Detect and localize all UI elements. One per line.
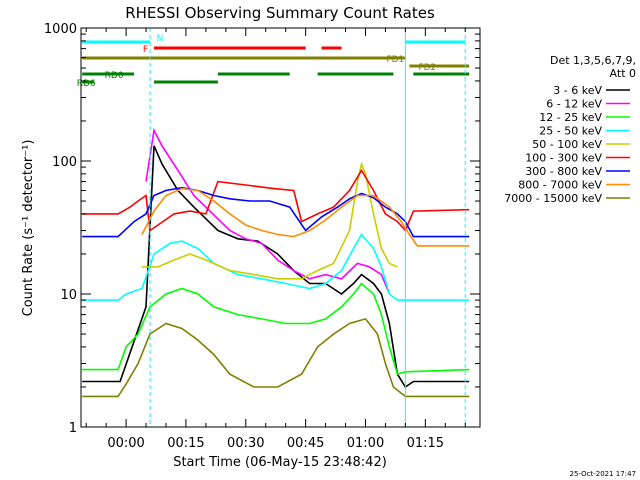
x-axis-label: Start Time (06-May-15 23:48:42) xyxy=(173,455,387,470)
chart-title: RHESSI Observing Summary Count Rates xyxy=(125,4,435,22)
series-lines xyxy=(82,127,470,398)
series-line-5 xyxy=(142,161,398,280)
annotation-label-rd6: RD6 xyxy=(77,79,96,89)
legend-label-3: 12 - 25 keV xyxy=(539,111,602,124)
legend-label-1: 3 - 6 keV xyxy=(553,84,602,97)
legend-label-8: 800 - 7000 keV xyxy=(518,179,602,192)
annotation-label-fd2: FD2 xyxy=(418,63,436,73)
series-line-3 xyxy=(82,282,470,376)
series-line-9 xyxy=(82,317,470,398)
series-line-8 xyxy=(141,187,470,247)
series-line-7 xyxy=(82,186,470,238)
x-tick-label-4: 00:45 xyxy=(287,436,324,451)
plot-frame xyxy=(80,27,481,428)
axes: 00:00 00:15 00:30 00:45 01:00 01:15 1 10 100 1000 xyxy=(44,22,480,451)
footer-timestamp: 25-Oct-2021 17:47 xyxy=(570,470,636,478)
legend-label-2: 6 - 12 keV xyxy=(546,98,602,111)
series-line-4 xyxy=(82,233,470,301)
annotation-label-n: N xyxy=(157,34,164,44)
observing-annotations: NF FD1 FD2 RD0 RD6 xyxy=(77,34,470,89)
legend-label-9: 7000 - 15000 keV xyxy=(504,192,602,205)
y-tick-label-1: 1 xyxy=(69,421,77,436)
annotation-label-rd0: RD0 xyxy=(105,71,124,81)
x-tick-label-1: 00:00 xyxy=(107,436,144,451)
y-tick-label-3: 100 xyxy=(52,155,77,170)
x-tick-label-3: 00:30 xyxy=(227,436,264,451)
legend-label-5: 50 - 100 keV xyxy=(532,138,602,151)
x-tick-label-5: 01:00 xyxy=(347,436,384,451)
vertical-markers xyxy=(149,28,466,427)
legend-label-7: 300 - 800 keV xyxy=(525,165,602,178)
legend-title-line-1: Det 1,3,5,6,7,9, xyxy=(550,54,636,67)
series-line-1 xyxy=(82,145,470,389)
x-tick-label-2: 00:15 xyxy=(167,436,204,451)
legend-label-4: 25 - 50 keV xyxy=(539,125,602,138)
x-tick-label-6: 01:15 xyxy=(407,436,444,451)
series-line-2 xyxy=(145,127,391,295)
series-line-6 xyxy=(82,168,470,232)
legend-title-line-2: Att 0 xyxy=(610,67,636,80)
y-tick-label-4: 1000 xyxy=(44,22,77,37)
annotation-label-fd1: FD1 xyxy=(386,55,404,65)
y-axis-label: Count Rate (s⁻¹ detector⁻¹) xyxy=(21,140,36,317)
y-tick-label-2: 10 xyxy=(60,288,77,303)
legend-label-6: 100 - 300 keV xyxy=(525,152,602,165)
annotation-label-f: F xyxy=(143,45,148,55)
